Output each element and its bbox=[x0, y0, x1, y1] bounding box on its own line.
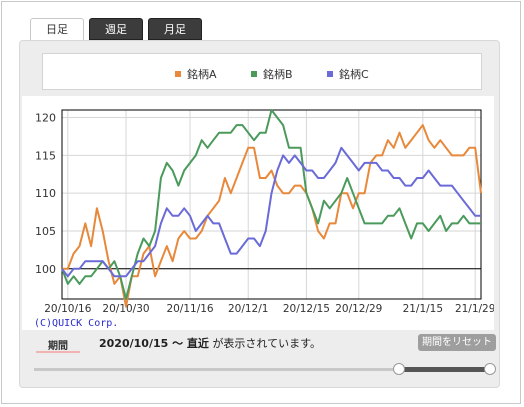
copyright-text: (C)QUICK Corp. bbox=[34, 318, 119, 329]
x-tick-label: 21/1/29 bbox=[455, 303, 494, 315]
period-slider-track[interactable] bbox=[34, 368, 490, 371]
period-suffix: が表示されています。 bbox=[212, 337, 322, 350]
x-tick-label: 20/12/29 bbox=[335, 303, 382, 315]
tab-weekly[interactable]: 週足 bbox=[89, 18, 143, 40]
chart-area: 100 105 110 115 120 20/10/16 20/10/30 20/11/16 2… bbox=[22, 96, 495, 330]
legend: 銘柄A 銘柄B 銘柄C bbox=[42, 53, 482, 90]
legend-item-a: 銘柄A bbox=[175, 66, 217, 82]
tab-monthly[interactable]: 月足 bbox=[148, 18, 202, 40]
x-tick-label: 20/12/15 bbox=[283, 303, 330, 315]
legend-label-c: 銘柄C bbox=[339, 68, 369, 81]
period-range-text: 2020/10/15 ～ 直近 が表示されています。 bbox=[99, 335, 321, 351]
period-range: 2020/10/15 ～ 直近 bbox=[99, 337, 209, 350]
legend-swatch-c bbox=[327, 71, 333, 77]
period-slider-end-handle[interactable] bbox=[484, 363, 496, 375]
y-tick-label: 105 bbox=[35, 225, 56, 238]
legend-item-b: 銘柄B bbox=[251, 66, 293, 82]
y-tick-label: 110 bbox=[35, 187, 56, 200]
line-chart: 100 105 110 115 120 20/10/16 20/10/30 20/11/16 2… bbox=[35, 109, 495, 315]
y-tick-label: 115 bbox=[35, 149, 56, 162]
legend-label-b: 銘柄B bbox=[263, 68, 293, 81]
x-tick-label: 20/12/1 bbox=[228, 303, 268, 315]
reset-period-button[interactable]: 期間をリセット bbox=[418, 334, 496, 351]
legend-swatch-b bbox=[251, 71, 257, 77]
period-slider-start-handle[interactable] bbox=[393, 363, 405, 375]
legend-label-a: 銘柄A bbox=[187, 68, 217, 81]
legend-item-c: 銘柄C bbox=[327, 66, 369, 82]
period-label: 期間 bbox=[48, 341, 68, 352]
x-tick-label: 21/1/15 bbox=[403, 303, 443, 315]
series-line-b bbox=[61, 109, 481, 300]
x-tick-label: 20/10/16 bbox=[44, 303, 91, 315]
legend-swatch-a bbox=[175, 71, 181, 77]
tab-daily[interactable]: 日足 bbox=[30, 18, 84, 40]
series-line-c bbox=[61, 146, 481, 278]
y-tick-label: 100 bbox=[35, 263, 56, 276]
y-tick-label: 120 bbox=[35, 112, 56, 125]
plot-area bbox=[61, 109, 482, 300]
period-underline bbox=[36, 351, 80, 353]
period-slider-selected-range bbox=[398, 367, 490, 372]
x-tick-label: 20/11/16 bbox=[166, 303, 213, 315]
x-tick-label: 20/10/30 bbox=[102, 303, 149, 315]
